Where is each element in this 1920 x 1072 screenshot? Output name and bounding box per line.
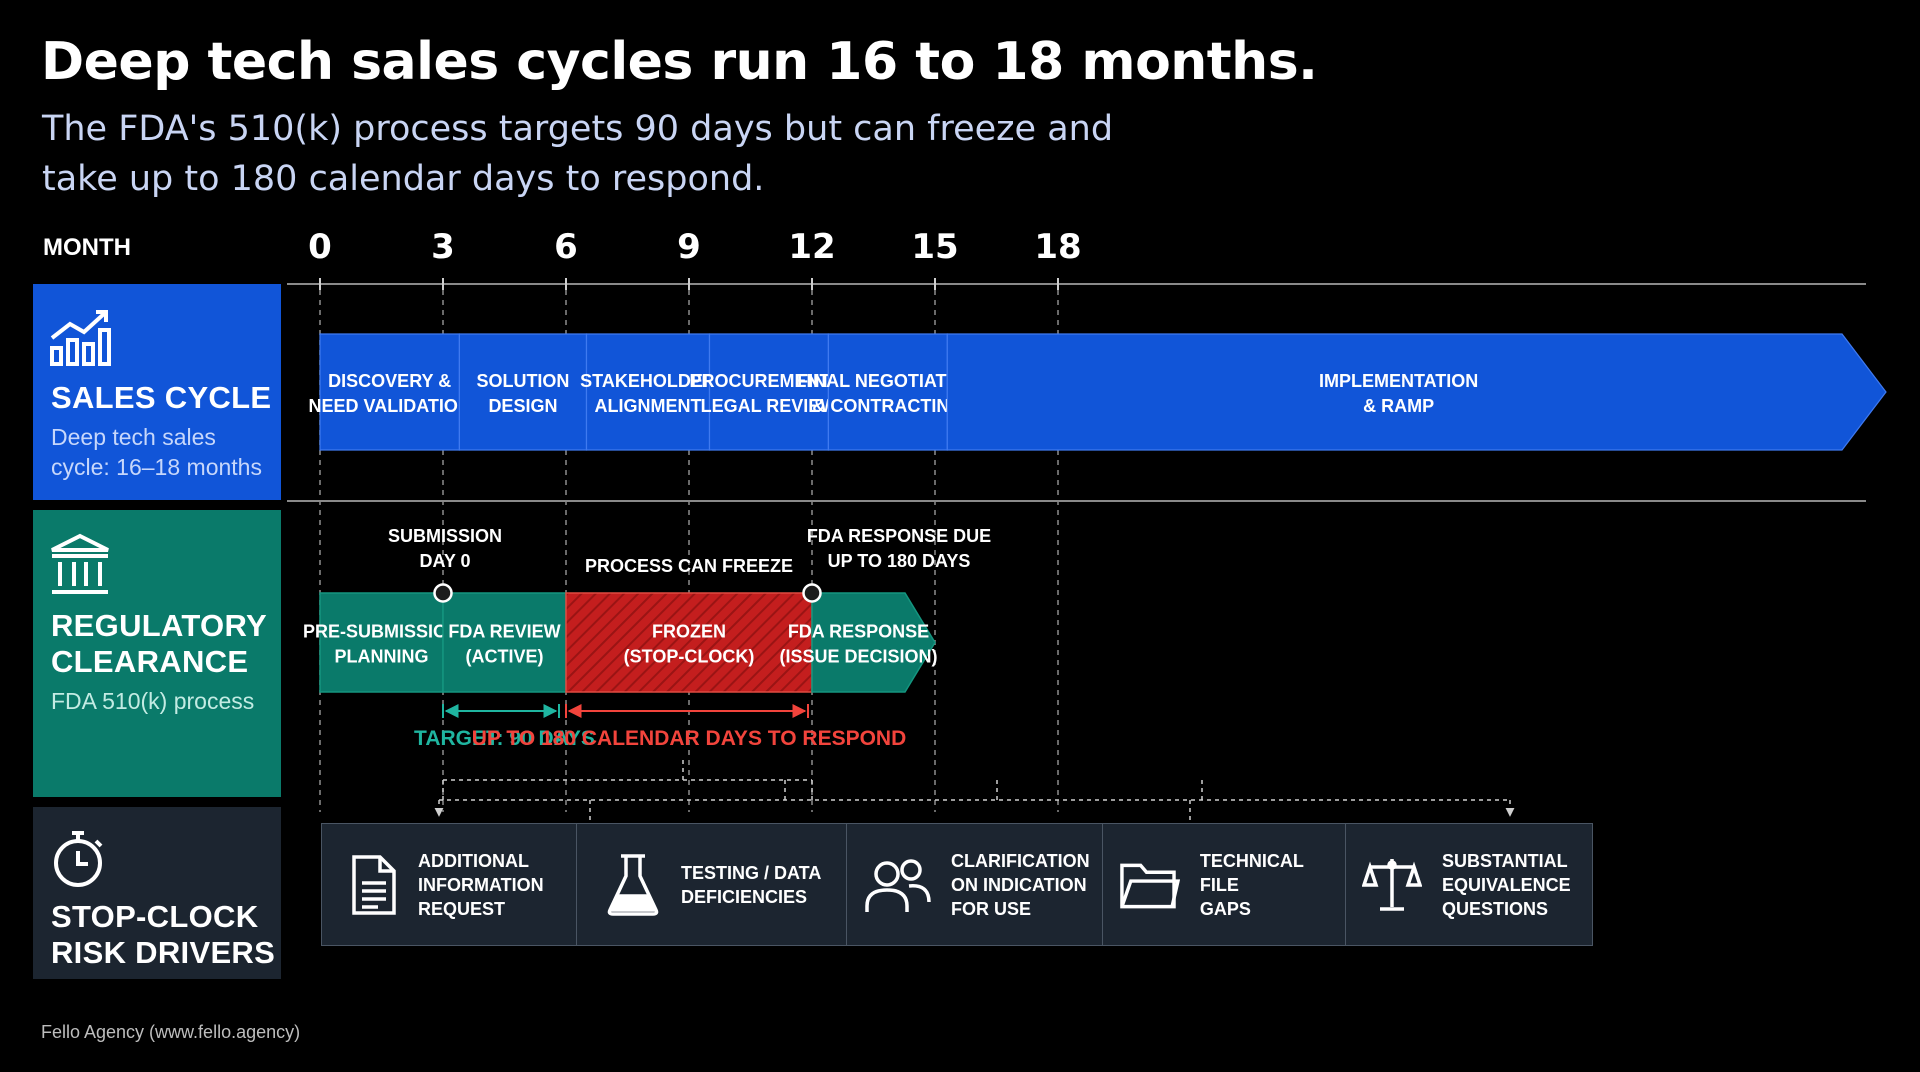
bank-building-icon: [51, 533, 109, 594]
lane-regulatory-clearance: REGULATORY CLEARANCE FDA 510(k) process: [33, 510, 281, 797]
axis-tick-label: 0: [308, 227, 332, 267]
sales-phase-label: DESIGN: [488, 396, 557, 416]
driver-label: TECHNICAL FILE GAPS: [1199, 850, 1304, 919]
sales-phase-label: SOLUTION: [476, 371, 569, 391]
sales-phase-block: [319, 333, 460, 451]
axis-tick-label: 6: [554, 227, 578, 267]
reg-phase-label: FROZEN: [652, 622, 726, 642]
risk-drivers-row: ADDITIONAL INFORMATION REQUEST TESTING /…: [321, 823, 1593, 946]
reg-phase-label: PLANNING: [335, 647, 429, 667]
lane-title: STOP-CLOCK RISK DRIVERS: [51, 899, 276, 970]
reg-phase-block: [319, 592, 444, 693]
lane-desc: Deep tech sales cycle: 16–18 months: [51, 424, 262, 480]
axis-tick-label: 12: [788, 227, 835, 267]
stopwatch-icon: [54, 831, 103, 887]
footer-credit: Fello Agency (www.fello.agency): [41, 1022, 301, 1042]
sales-phase-label: PROCUREMENT &: [689, 371, 848, 391]
sales-phase-label: & RAMP: [1363, 396, 1434, 416]
milestone-label: UP TO 180 DAYS: [828, 551, 971, 571]
sales-phase-block: [827, 333, 948, 451]
lane-stop-clock-risk: STOP-CLOCK RISK DRIVERS: [33, 807, 281, 979]
reg-phase-label: FDA REVIEW: [448, 622, 560, 642]
sales-phase-label: LEGAL REVIEW: [701, 396, 838, 416]
page-title: Deep tech sales cycles run 16 to 18 mont…: [41, 32, 1318, 92]
axis-tick-label: 9: [677, 227, 701, 267]
sales-phase-block: [458, 333, 588, 451]
sales-phase-block: [585, 333, 711, 451]
freeze-note: PROCESS CAN FREEZE: [585, 556, 793, 576]
sales-phase-block: [708, 333, 829, 451]
lane-title: REGULATORY CLEARANCE: [51, 608, 267, 679]
max-label: UP TO 180 CALENDAR DAYS TO RESPOND: [472, 727, 907, 750]
reg-phase-label: FDA RESPONSE: [788, 622, 929, 642]
lane-title: SALES CYCLE: [51, 380, 272, 415]
sales-phase-label: & CONTRACTING: [812, 396, 963, 416]
axis-tick-label: 15: [911, 227, 958, 267]
page-subtitle: The FDA's 510(k) process targets 90 days…: [42, 109, 1114, 199]
axis-tick-label: 3: [431, 227, 455, 267]
milestone-marker: [802, 583, 822, 603]
reg-phase-label: PRE-SUBMISSION: [303, 622, 460, 642]
sales-phase-label: IMPLEMENTATION: [1319, 371, 1478, 391]
flask-icon: [607, 853, 659, 916]
driver-clarification: CLARIFICATION ON INDICATION FOR USE: [847, 824, 1103, 945]
reg-phase-label: (ACTIVE): [466, 647, 544, 667]
sales-phase-label: ALIGNMENT: [595, 396, 702, 416]
driver-substantial-equivalence: SUBSTANTIAL EQUIVALENCE QUESTIONS: [1346, 824, 1592, 945]
sales-phase-label: DISCOVERY &: [328, 371, 451, 391]
driver-testing-data: TESTING / DATA DEFICIENCIES: [577, 824, 847, 945]
milestone-label: DAY 0: [419, 551, 470, 571]
reg-phase-block: [811, 592, 936, 693]
sales-phase-label: NEED VALIDATION: [309, 396, 471, 416]
reg-phase-label: (STOP-CLOCK): [624, 647, 755, 667]
lane-desc: FDA 510(k) process: [51, 688, 255, 714]
driver-technical-file: TECHNICAL FILE GAPS: [1103, 824, 1346, 945]
sales-phase-block: [946, 333, 1887, 451]
frozen-phase-block: [565, 592, 813, 693]
reg-phase-label: (ISSUE DECISION): [779, 647, 937, 667]
driver-label: CLARIFICATION ON INDICATION FOR USE: [951, 850, 1090, 919]
document-icon: [352, 854, 396, 915]
target-label: TARGET: 90 DAYS: [414, 727, 595, 750]
sales-phase-label: STAKEHOLDER: [580, 371, 716, 391]
driver-additional-information: ADDITIONAL INFORMATION REQUEST: [322, 824, 577, 945]
driver-label: SUBSTANTIAL EQUIVALENCE QUESTIONS: [1442, 850, 1571, 919]
axis-tick-label: 18: [1034, 227, 1081, 267]
axis-label: MONTH: [43, 234, 131, 261]
bar-chart-trend-icon: [50, 310, 111, 366]
milestone-label: FDA RESPONSE DUE: [807, 526, 991, 546]
driver-label: TESTING / DATA DEFICIENCIES: [681, 862, 822, 907]
lane-sales-cycle: SALES CYCLE Deep tech sales cycle: 16–18…: [33, 284, 281, 500]
reg-phase-block: [442, 592, 567, 693]
milestone-label: SUBMISSION: [388, 526, 502, 546]
sales-phase-label: FINAL NEGOTIATION: [797, 371, 978, 391]
driver-label: ADDITIONAL INFORMATION REQUEST: [418, 850, 544, 919]
scales-icon: [1362, 858, 1422, 911]
users-icon: [865, 858, 931, 912]
milestone-marker: [433, 583, 453, 603]
folder-icon: [1120, 863, 1180, 908]
